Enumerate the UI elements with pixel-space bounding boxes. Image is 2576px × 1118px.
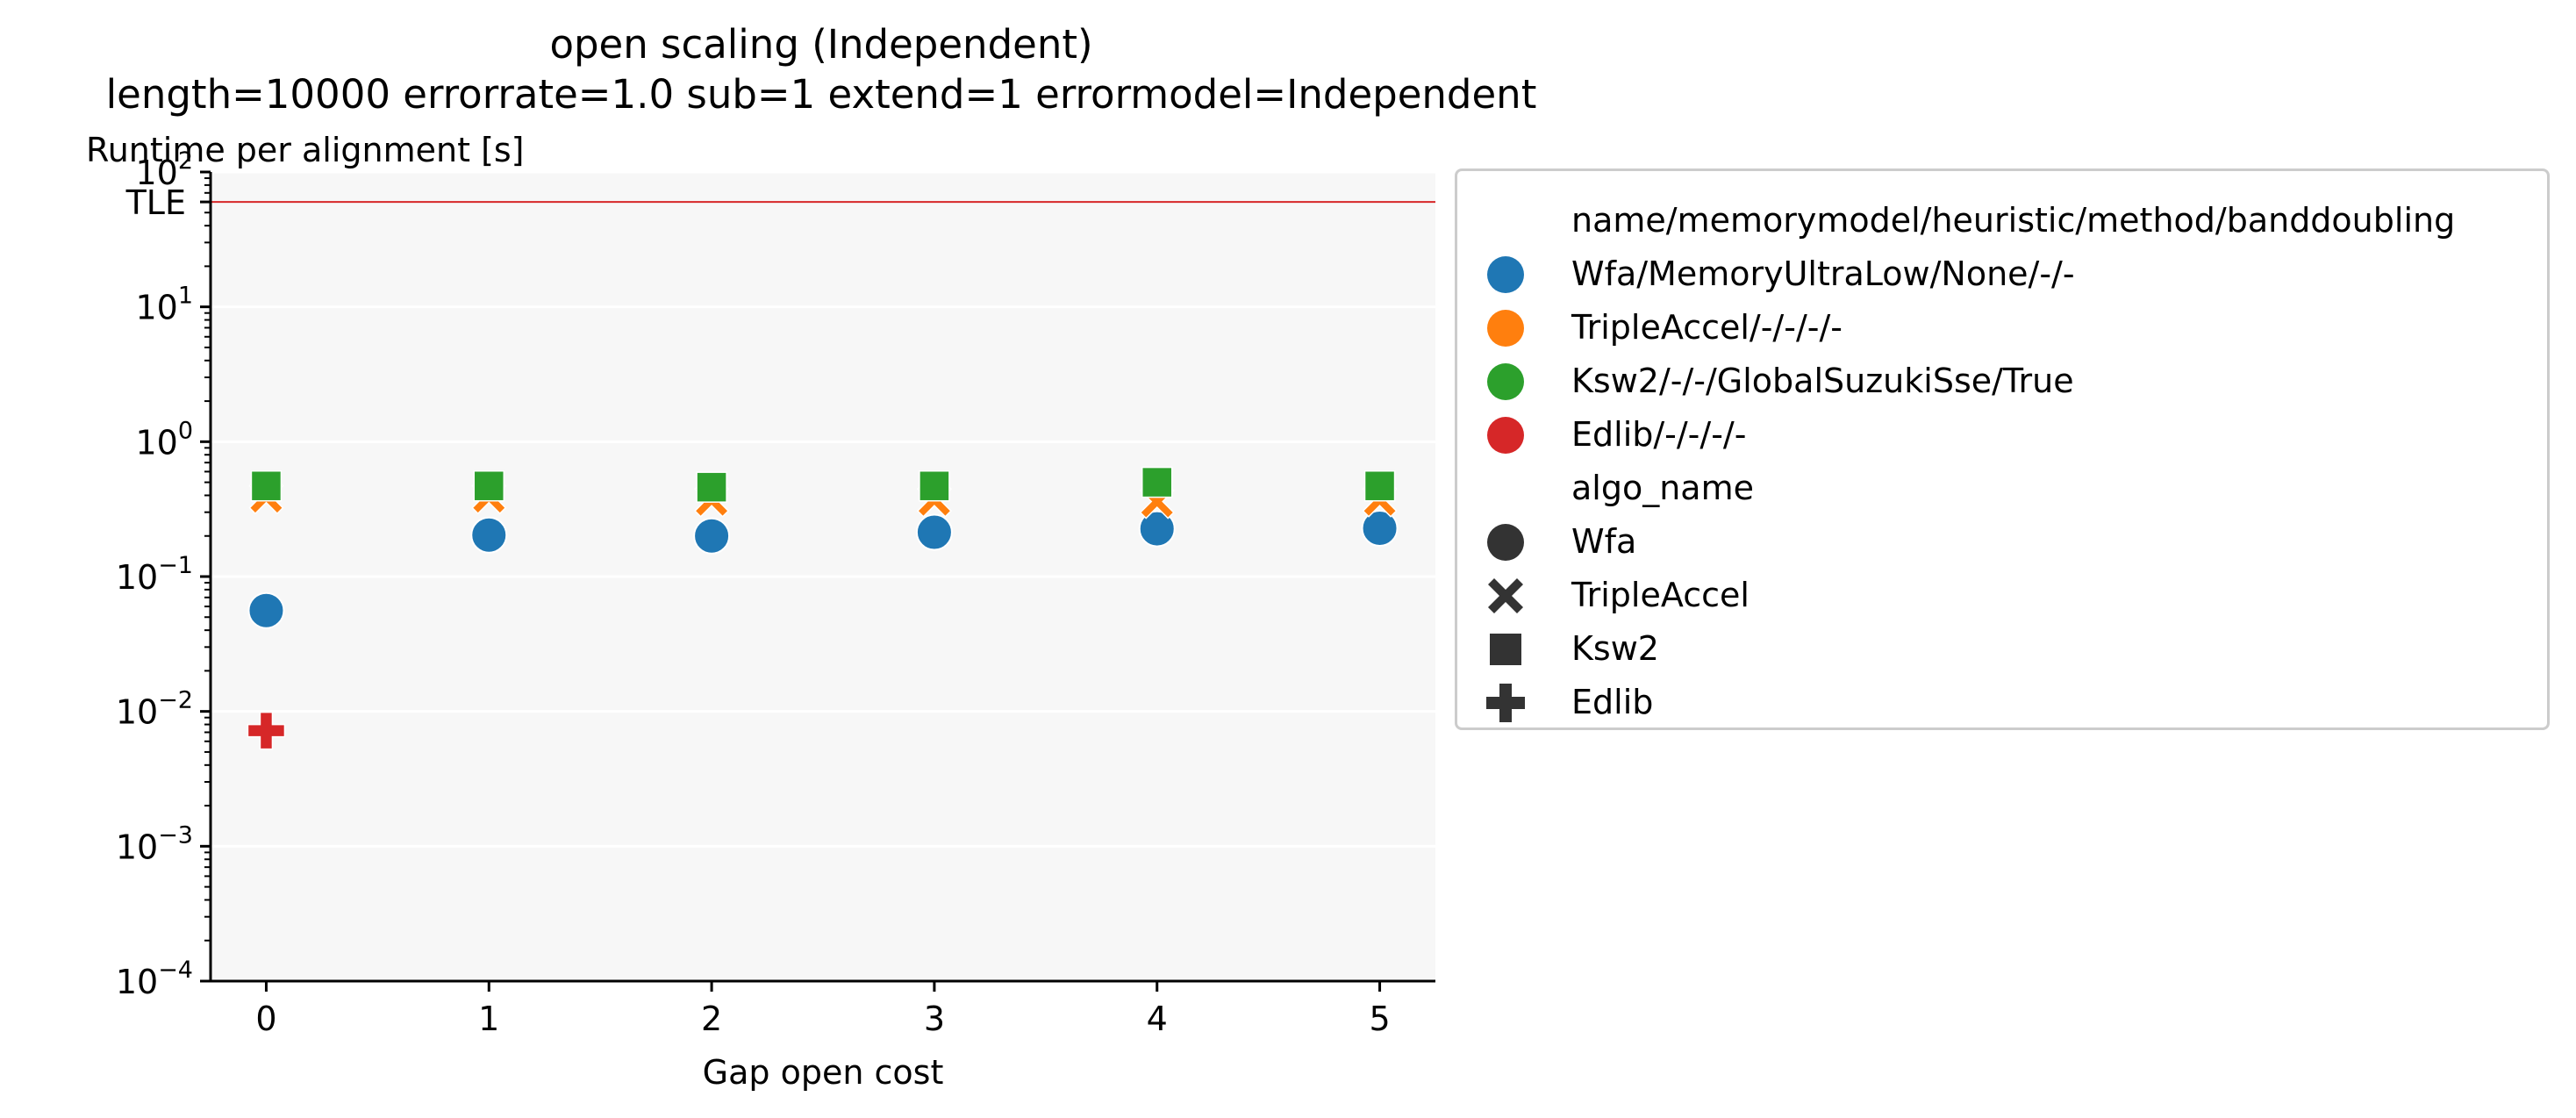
- legend-label: Wfa/MemoryUltraLow/None/-/-: [1571, 254, 2075, 293]
- y-tick-label: 10−4: [116, 957, 193, 1001]
- legend-label: Ksw2/-/-/GlobalSuzukiSse/True: [1571, 362, 2074, 400]
- chart-title: open scaling (Independent): [549, 21, 1093, 68]
- legend-style-swatch: [1487, 524, 1524, 561]
- x-tick-label: 0: [255, 1000, 276, 1038]
- data-point-circle: [470, 516, 508, 554]
- legend-entry-edlib: Edlib/-/-/-/-: [1457, 409, 2547, 462]
- legend-label: TripleAccel/-/-/-/-: [1571, 308, 1843, 347]
- y-tick-label: 10−3: [116, 821, 193, 866]
- legend-marker-circle: [1487, 417, 1524, 454]
- data-point-circle: [247, 591, 285, 629]
- legend-marker-circle: [1487, 256, 1524, 293]
- data-point-square: [250, 469, 283, 502]
- data-point-square: [919, 469, 950, 502]
- data-point-circle: [915, 513, 953, 551]
- legend-entry-style-edlib: Edlib: [1457, 677, 2547, 729]
- data-point-square: [696, 471, 727, 503]
- legend-label: TripleAccel: [1571, 576, 1750, 614]
- x-tick-label: 4: [1147, 1000, 1168, 1038]
- data-point-circle: [693, 517, 731, 555]
- data-point-square: [473, 469, 505, 502]
- legend-label: Wfa: [1571, 522, 1637, 561]
- legend-entry-ksw2-globalsuzukisse: Ksw2/-/-/GlobalSuzukiSse/True: [1457, 355, 2547, 408]
- chart-legend: name/memorymodel/heuristic/method/banddo…: [1455, 168, 2550, 730]
- legend-style-swatch: [1486, 684, 1525, 722]
- x-tick-label: 5: [1369, 1000, 1390, 1038]
- data-point-circle: [1138, 510, 1176, 548]
- data-point-plus: [247, 711, 286, 750]
- x-tick-label: 1: [478, 1000, 499, 1038]
- legend-marker-square: [1490, 634, 1521, 665]
- y-tick-label: 100: [135, 417, 193, 462]
- legend-label: Edlib/-/-/-/-: [1571, 415, 1747, 454]
- legend-entry-style-ksw2: Ksw2: [1457, 623, 2547, 676]
- legend-marker-swatch: [1487, 363, 1524, 400]
- legend-entry-wfa-memoryultralow: Wfa/MemoryUltraLow/None/-/-: [1457, 248, 2547, 301]
- legend-hue-title: name/memorymodel/heuristic/method/banddo…: [1571, 201, 2456, 240]
- legend-style-title-row: algo_name: [1457, 462, 2547, 515]
- legend-marker-circle: [1487, 310, 1524, 347]
- legend-label: Edlib: [1571, 683, 1654, 721]
- tle-tick-label: TLE: [125, 183, 186, 222]
- legend-marker-plus: [1486, 684, 1525, 722]
- x-tick-label: 3: [924, 1000, 945, 1038]
- legend-hue-title-row: name/memorymodel/heuristic/method/banddo…: [1457, 195, 2547, 247]
- legend-marker-swatch: [1487, 310, 1524, 347]
- y-tick-label: 101: [135, 283, 193, 327]
- x-axis-label: Gap open cost: [702, 1053, 944, 1092]
- y-tick-label: 10−2: [116, 687, 193, 732]
- y-axis-label: Runtime per alignment [s]: [86, 131, 525, 169]
- legend-style-title: algo_name: [1571, 469, 1754, 507]
- x-tick-label: 2: [701, 1000, 722, 1038]
- legend-label: Ksw2: [1571, 629, 1659, 668]
- data-point-square: [1141, 466, 1173, 498]
- data-point-circle: [1361, 509, 1399, 547]
- y-tick-label: 102: [135, 147, 193, 192]
- legend-marker-circle: [1487, 524, 1524, 561]
- legend-marker-swatch: [1487, 256, 1524, 293]
- legend-entry-style-tripleaccel: TripleAccel: [1457, 570, 2547, 622]
- data-point-square: [1363, 469, 1396, 502]
- legend-style-swatch: [1488, 578, 1523, 613]
- legend-entry-tripleaccel: TripleAccel/-/-/-/-: [1457, 302, 2547, 355]
- legend-marker-swatch: [1487, 417, 1524, 454]
- y-tick-label: 10−1: [116, 552, 193, 597]
- chart-subtitle: length=10000 errorrate=1.0 sub=1 extend=…: [105, 71, 1537, 118]
- legend-entry-style-wfa: Wfa: [1457, 516, 2547, 569]
- legend-marker-circle: [1487, 363, 1524, 400]
- legend-marker-x: [1488, 578, 1523, 613]
- legend-style-swatch: [1490, 634, 1521, 665]
